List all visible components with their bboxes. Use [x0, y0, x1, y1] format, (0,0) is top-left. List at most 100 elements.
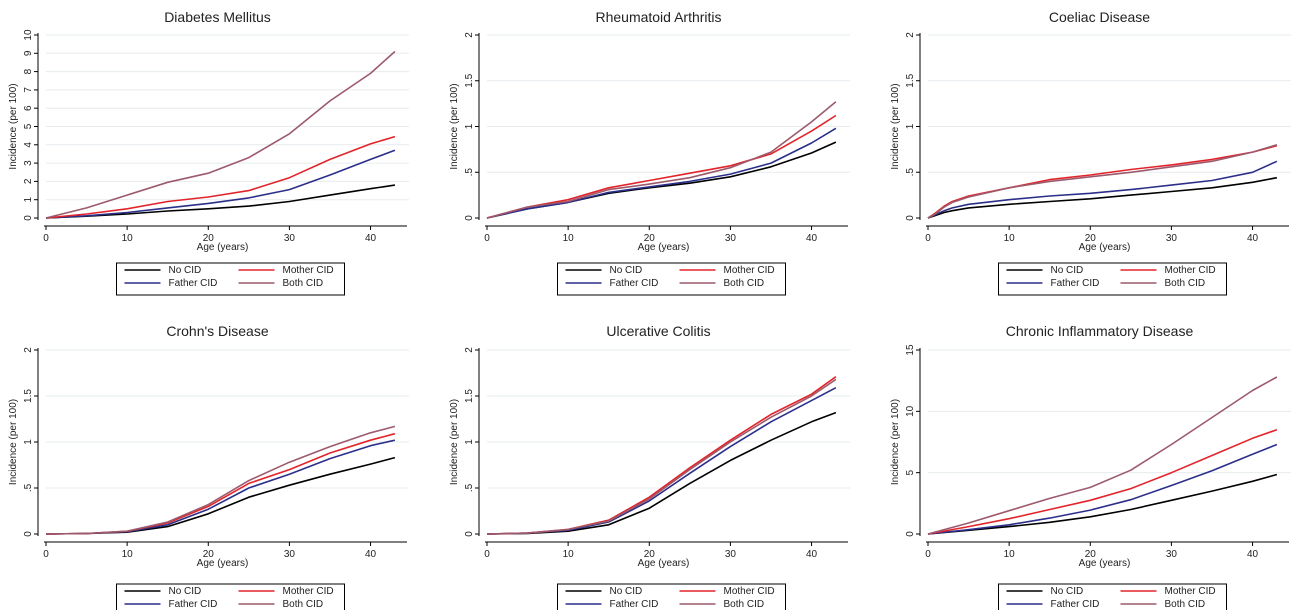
- series-line-mother-cid: [927, 428, 1278, 535]
- x-tick-label: 10: [563, 549, 575, 560]
- x-tick-label: 40: [1247, 549, 1259, 560]
- chart-panel-1: Diabetes Mellitus 0 1 2 3 4 5 6 7 8 9 10 Incidence (…: [8, 9, 409, 296]
- y-tick-label: 10: [905, 405, 916, 417]
- chart-title: Chronic Inflammatory Disease: [1006, 323, 1194, 339]
- x-tick-label: 40: [365, 233, 377, 244]
- y-tick-label: 7: [23, 87, 34, 93]
- x-tick-label: 30: [725, 549, 737, 560]
- legend-label: Mother CID: [283, 265, 334, 276]
- series-line-no-cid: [45, 184, 396, 219]
- y-tick-label: .5: [464, 168, 475, 177]
- legend-label: Father CID: [1051, 278, 1100, 289]
- x-tick-label: 30: [1166, 233, 1178, 244]
- x-tick-label: 30: [725, 233, 737, 244]
- y-tick-label: 1: [23, 439, 34, 445]
- y-tick-label: 3: [23, 160, 34, 166]
- legend-label: No CID: [610, 265, 643, 276]
- chart-panel-5: Ulcerative Colitis 0 .5 1 1.5 2 Incidence (per…: [449, 323, 850, 610]
- series-line-father-cid: [486, 127, 837, 219]
- x-tick-label: 20: [1085, 233, 1097, 244]
- x-tick-label: 20: [203, 233, 215, 244]
- y-tick-label: .5: [23, 483, 34, 492]
- y-tick-label: 4: [23, 142, 34, 148]
- y-tick-label: 15: [905, 344, 916, 356]
- y-tick-label: .5: [905, 168, 916, 177]
- chart-title: Crohn's Disease: [166, 323, 268, 339]
- x-axis-label: Age (years): [197, 558, 249, 569]
- series-line-both-cid: [45, 425, 396, 535]
- x-tick-label: 30: [284, 549, 296, 560]
- legend-label: Mother CID: [724, 586, 775, 597]
- y-tick-label: 1: [23, 196, 34, 202]
- chart-title: Diabetes Mellitus: [164, 9, 271, 25]
- x-tick-label: 10: [122, 549, 134, 560]
- x-tick-label: 0: [925, 233, 931, 244]
- legend-label: No CID: [169, 586, 202, 597]
- y-tick-label: 1: [464, 439, 475, 445]
- chart-title: Ulcerative Colitis: [606, 323, 710, 339]
- legend-box: [998, 583, 1227, 610]
- legend-label: Father CID: [610, 278, 659, 289]
- y-tick-label: 5: [905, 469, 916, 475]
- legend-label: Mother CID: [283, 586, 334, 597]
- x-axis-label: Age (years): [638, 558, 690, 569]
- chart-panel-2: Rheumatoid Arthritis 0 .5 1 1.5 2 Incidence (p…: [449, 9, 850, 296]
- y-tick-label: 1.5: [23, 389, 34, 403]
- x-tick-label: 20: [203, 549, 215, 560]
- y-axis-label: Incidence (per 100): [890, 83, 901, 169]
- y-axis-label: Incidence (per 100): [449, 83, 460, 169]
- y-tick-label: 8: [23, 68, 34, 74]
- series-line-father-cid: [927, 443, 1278, 535]
- y-tick-label: .5: [464, 483, 475, 492]
- legend-label: Mother CID: [1165, 265, 1216, 276]
- legend-box: [116, 583, 345, 610]
- y-tick-label: 0: [23, 215, 34, 221]
- legend-label: Mother CID: [724, 265, 775, 276]
- x-tick-label: 10: [563, 233, 575, 244]
- x-tick-label: 30: [1166, 549, 1178, 560]
- y-tick-label: 0: [464, 215, 475, 221]
- legend-label: No CID: [169, 265, 202, 276]
- series-line-mother-cid: [45, 432, 396, 535]
- legend-label: No CID: [610, 586, 643, 597]
- legend-label: No CID: [1051, 265, 1084, 276]
- y-tick-label: 0: [905, 215, 916, 221]
- legend-label: No CID: [1051, 586, 1084, 597]
- y-tick-label: 1.5: [905, 73, 916, 87]
- y-tick-label: 0: [464, 531, 475, 537]
- x-tick-label: 0: [43, 233, 49, 244]
- y-tick-label: 2: [464, 32, 475, 38]
- legend-label: Mother CID: [1165, 586, 1216, 597]
- x-tick-label: 10: [1004, 549, 1016, 560]
- series-line-no-cid: [486, 411, 837, 535]
- y-axis-label: Incidence (per 100): [890, 399, 901, 485]
- chart-title: Rheumatoid Arthritis: [595, 9, 721, 25]
- y-tick-label: 1: [905, 123, 916, 129]
- series-line-father-cid: [927, 160, 1278, 219]
- legend-label: Both CID: [1165, 599, 1206, 610]
- y-tick-label: 6: [23, 105, 34, 111]
- series-line-both-cid: [45, 50, 396, 219]
- x-tick-label: 40: [365, 549, 377, 560]
- series-line-mother-cid: [486, 114, 837, 219]
- series-line-no-cid: [927, 176, 1278, 219]
- legend-label: Both CID: [283, 278, 324, 289]
- legend-label: Father CID: [169, 278, 218, 289]
- y-tick-label: 2: [23, 178, 34, 184]
- legend-label: Both CID: [724, 599, 765, 610]
- x-axis-label: Age (years): [1079, 242, 1131, 253]
- series-line-mother-cid: [45, 135, 396, 219]
- legend-label: Father CID: [610, 599, 659, 610]
- y-axis-label: Incidence (per 100): [449, 399, 460, 485]
- legend-label: Both CID: [724, 278, 765, 289]
- x-tick-label: 10: [122, 233, 134, 244]
- y-axis-label: Incidence (per 100): [8, 399, 19, 485]
- y-tick-label: 1: [464, 123, 475, 129]
- x-axis-label: Age (years): [1079, 558, 1131, 569]
- legend-box: [557, 583, 786, 610]
- chart-panel-3: Coeliac Disease 0 .5 1 1.5 2 Incidence (per 10…: [890, 9, 1291, 296]
- y-tick-label: 10: [23, 29, 34, 41]
- series-line-father-cid: [45, 149, 396, 219]
- chart-title: Coeliac Disease: [1049, 9, 1150, 25]
